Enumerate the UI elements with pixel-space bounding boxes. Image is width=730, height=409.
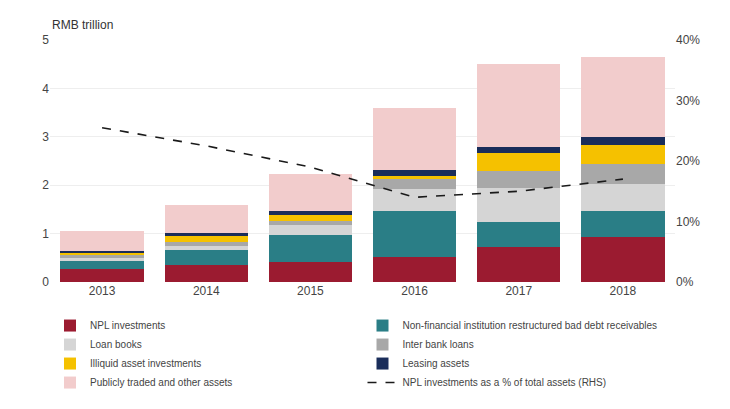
svg-text:Non-financial institution rest: Non-financial institution restructured b… (403, 320, 658, 331)
svg-text:2015: 2015 (297, 284, 324, 298)
svg-text:2: 2 (42, 178, 49, 192)
svg-text:30%: 30% (676, 94, 700, 108)
svg-text:NPL investments: NPL investments (90, 320, 165, 331)
svg-text:Loan books: Loan books (90, 339, 142, 350)
svg-text:5: 5 (42, 33, 49, 47)
svg-text:4: 4 (42, 82, 49, 96)
svg-text:0%: 0% (676, 275, 694, 289)
svg-text:2013: 2013 (89, 284, 116, 298)
svg-text:3: 3 (42, 130, 49, 144)
svg-text:NPL investments as a % of tota: NPL investments as a % of total assets (… (403, 377, 607, 388)
svg-text:2017: 2017 (505, 284, 532, 298)
svg-text:0: 0 (42, 275, 49, 289)
svg-text:Leasing assets: Leasing assets (403, 358, 470, 369)
svg-text:2016: 2016 (401, 284, 428, 298)
svg-text:20%: 20% (676, 154, 700, 168)
svg-text:2014: 2014 (193, 284, 220, 298)
svg-text:Illiquid asset investments: Illiquid asset investments (90, 358, 201, 369)
svg-text:1: 1 (42, 227, 49, 241)
svg-text:RMB trillion: RMB trillion (52, 18, 113, 32)
svg-text:10%: 10% (676, 215, 700, 229)
svg-text:40%: 40% (676, 33, 700, 47)
svg-text:Inter bank loans: Inter bank loans (403, 339, 474, 350)
svg-text:Publicly traded and other asse: Publicly traded and other assets (90, 377, 232, 388)
svg-text:2018: 2018 (610, 284, 637, 298)
